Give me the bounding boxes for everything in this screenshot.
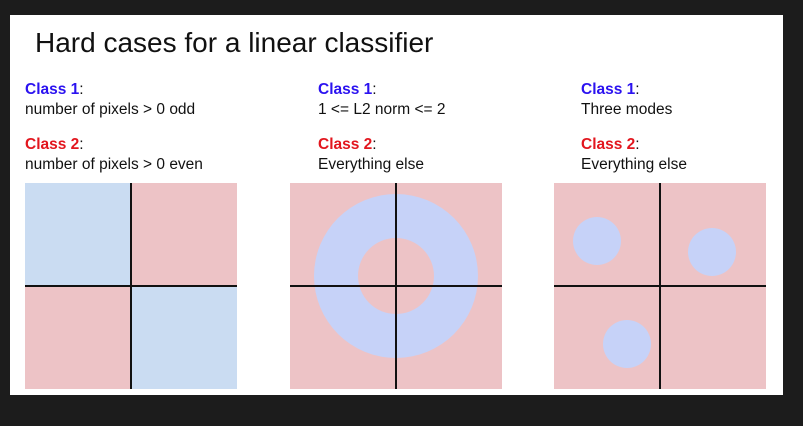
colon: : xyxy=(79,136,84,153)
quadrant-bottom-left-class2 xyxy=(25,286,131,389)
class2-heading: Class 2: xyxy=(581,137,640,153)
quadrant-top-right-class2 xyxy=(131,183,237,286)
class2-heading: Class 2: xyxy=(318,137,377,153)
class1-label: Class 1 xyxy=(581,81,636,98)
mode-top-right-class1 xyxy=(688,228,736,276)
quadrant-top-left-class1 xyxy=(25,183,131,286)
class2-description: Everything else xyxy=(318,156,424,173)
class1-description: 1 <= L2 norm <= 2 xyxy=(318,101,446,118)
class2-description: Everything else xyxy=(581,156,687,173)
mode-bottom-class1 xyxy=(603,320,651,368)
quadrant-bottom-right-class1 xyxy=(131,286,237,389)
parity-quadrant-figure xyxy=(25,183,237,389)
class1-label: Class 1 xyxy=(318,81,373,98)
slide: Hard cases for a linear classifier Class… xyxy=(10,15,783,395)
class1-label: Class 1 xyxy=(25,81,80,98)
class1-description: Three modes xyxy=(581,101,673,118)
class1-heading: Class 1: xyxy=(318,82,377,98)
annulus-figure xyxy=(290,183,502,389)
class1-heading: Class 1: xyxy=(581,82,640,98)
panel-three-modes: Class 1: Three modes Class 2: Everything… xyxy=(554,15,774,395)
colon: : xyxy=(635,81,640,98)
colon: : xyxy=(372,136,377,153)
slide-title: Hard cases for a linear classifier xyxy=(35,27,434,58)
mode-top-left-class1 xyxy=(573,217,621,265)
class1-description: number of pixels > 0 odd xyxy=(25,101,196,118)
class2-label: Class 2 xyxy=(581,136,636,153)
colon: : xyxy=(79,81,84,98)
class1-heading: Class 1: xyxy=(25,82,84,98)
class2-label: Class 2 xyxy=(318,136,373,153)
class2-description: number of pixels > 0 even xyxy=(25,156,203,173)
panel-parity: Class 1: number of pixels > 0 odd Class … xyxy=(25,15,245,395)
panel-l2-norm: Class 1: 1 <= L2 norm <= 2 Class 2: Ever… xyxy=(290,15,510,395)
three-modes-figure xyxy=(554,183,766,389)
class2-label: Class 2 xyxy=(25,136,80,153)
colon: : xyxy=(635,136,640,153)
colon: : xyxy=(372,81,377,98)
class2-heading: Class 2: xyxy=(25,137,84,153)
